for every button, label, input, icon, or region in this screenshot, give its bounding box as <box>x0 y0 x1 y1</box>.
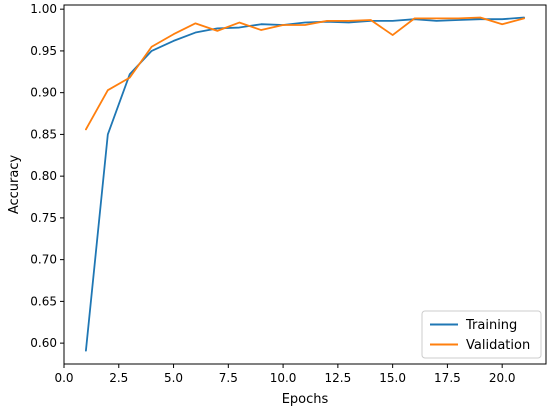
data-point-validation <box>238 22 240 24</box>
data-point-validation <box>370 19 372 21</box>
data-point-validation <box>151 46 153 48</box>
x-tick-label: 15.0 <box>379 371 406 385</box>
series-layer <box>85 16 525 352</box>
x-axis-label: Epochs <box>282 392 329 407</box>
data-point-training <box>173 40 175 42</box>
y-tick-label: 0.60 <box>30 336 57 350</box>
data-point-training <box>129 73 131 75</box>
series-line-training <box>85 16 525 352</box>
data-point-training <box>85 350 87 352</box>
data-point-validation <box>304 24 306 26</box>
data-point-validation <box>479 17 481 19</box>
x-tick-label: 2.5 <box>109 371 128 385</box>
data-point-validation <box>216 30 218 32</box>
data-point-validation <box>326 20 328 22</box>
y-tick-label: 0.85 <box>30 127 57 141</box>
data-point-training <box>392 20 394 22</box>
data-point-validation <box>457 17 459 19</box>
data-point-training <box>435 20 437 22</box>
y-tick-label: 1.00 <box>30 2 57 16</box>
data-point-validation <box>348 20 350 22</box>
data-point-validation <box>194 22 196 24</box>
data-point-training <box>260 23 262 25</box>
data-point-validation <box>282 24 284 26</box>
legend-label-training: Training <box>465 318 517 333</box>
x-tick-label: 7.5 <box>219 371 238 385</box>
y-tick-label: 0.90 <box>30 86 57 100</box>
data-point-validation <box>129 77 131 79</box>
x-tick-label: 5.0 <box>164 371 183 385</box>
x-axis: 0.0 2.5 5.0 7.5 10.0 12.5 15.0 17.5 20.0 <box>54 364 516 385</box>
data-point-training <box>194 32 196 34</box>
x-tick-label: 20.0 <box>489 371 516 385</box>
data-point-validation <box>107 89 109 91</box>
y-tick-label: 0.75 <box>30 211 57 225</box>
plot-frame <box>63 4 547 365</box>
legend: Training Validation <box>421 310 542 359</box>
data-point-training <box>238 27 240 29</box>
data-point-validation <box>414 17 416 19</box>
y-tick-label: 0.70 <box>30 253 57 267</box>
series-line-validation <box>85 16 525 131</box>
data-point-validation <box>85 128 87 130</box>
data-point-training <box>107 133 109 135</box>
legend-label-validation: Validation <box>466 338 530 353</box>
x-tick-label: 17.5 <box>434 371 461 385</box>
y-tick-label: 0.95 <box>30 44 57 58</box>
y-axis-label: Accuracy <box>7 155 22 215</box>
data-point-validation <box>392 34 394 36</box>
data-point-training <box>501 18 503 20</box>
data-point-training <box>151 50 153 52</box>
y-tick-label: 0.80 <box>30 169 57 183</box>
x-tick-label: 0.0 <box>54 371 73 385</box>
data-point-validation <box>435 17 437 19</box>
x-tick-label: 12.5 <box>325 371 352 385</box>
y-axis: 0.60 0.65 0.70 0.75 0.80 0.85 0.90 0.95 1.00 <box>30 2 64 350</box>
data-point-validation <box>501 23 503 25</box>
y-tick-label: 0.65 <box>30 294 57 308</box>
data-point-training <box>216 27 218 29</box>
x-tick-label: 10.0 <box>270 371 297 385</box>
data-point-training <box>304 22 306 24</box>
data-point-validation <box>173 33 175 35</box>
legend-box <box>421 310 542 359</box>
data-point-validation <box>523 17 525 19</box>
data-point-validation <box>260 29 262 31</box>
